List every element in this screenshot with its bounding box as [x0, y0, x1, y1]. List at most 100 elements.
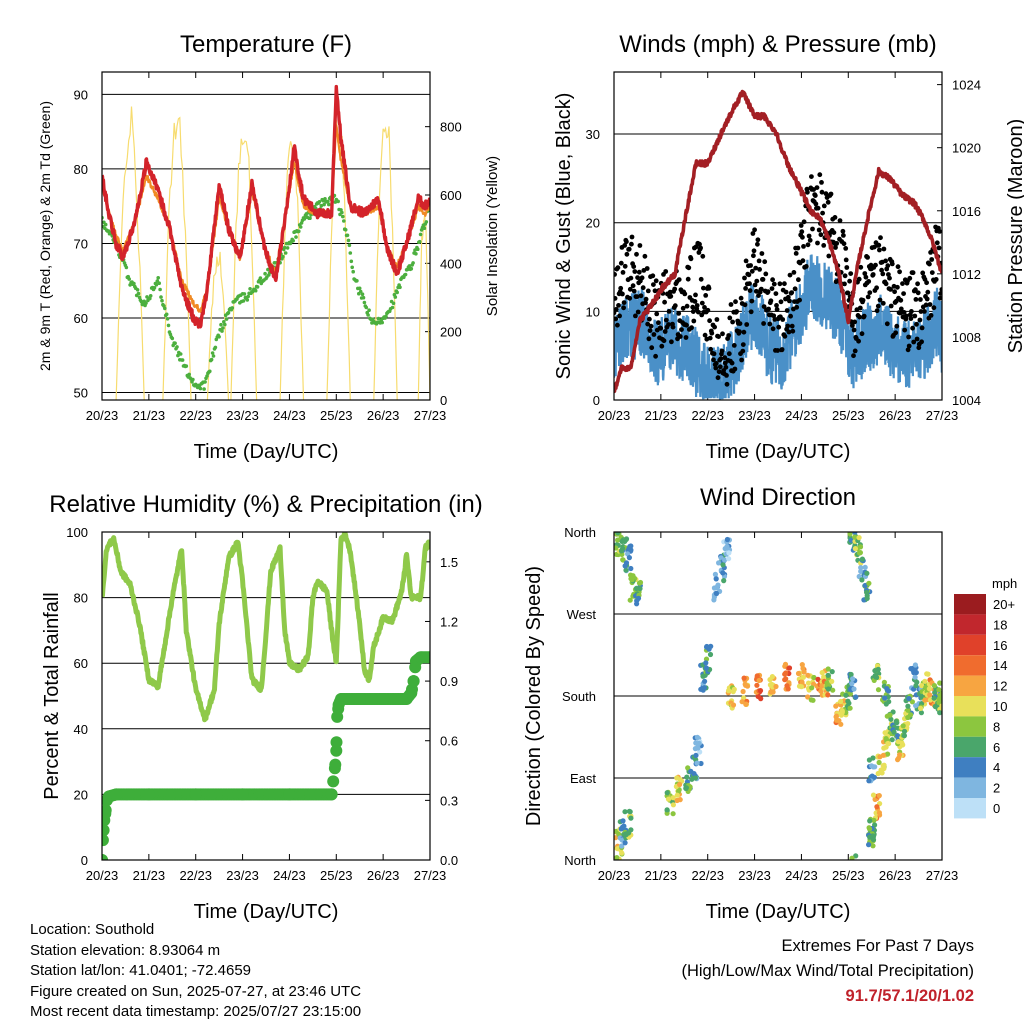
wind-direction-point — [615, 537, 621, 543]
gust-point — [646, 336, 652, 342]
extremes-values: 91.7/57.1/20/1.02 — [845, 987, 974, 1005]
x-tick-label: 23/23 — [226, 868, 259, 883]
gust-point — [748, 263, 753, 268]
y-tick-label: North — [564, 525, 596, 540]
gust-point — [771, 281, 777, 287]
wind-direction-point — [847, 705, 853, 711]
gust-point — [806, 233, 812, 239]
created-text: Figure created on Sun, 2025-07-27, at 23… — [30, 982, 362, 1000]
gust-point — [714, 317, 720, 322]
colorbar-label: 0 — [993, 801, 1000, 816]
wind-direction-point — [726, 688, 732, 694]
gust-point — [630, 283, 636, 289]
x-tick-label: 20/23 — [86, 408, 119, 423]
x-tick-label: 27/23 — [414, 868, 447, 883]
gust-point — [643, 296, 649, 302]
wind-direction-point — [901, 733, 908, 739]
wind-direction-point — [864, 589, 870, 596]
gust-point — [774, 303, 779, 308]
dewpoint-point — [340, 210, 344, 215]
gust-point — [809, 174, 814, 180]
dewpoint-point — [357, 286, 362, 291]
wind-direction-point — [852, 546, 859, 552]
gust-point — [740, 342, 746, 347]
wind-direction-point — [665, 796, 672, 802]
wind-direction-point — [883, 701, 889, 707]
colorbar-swatch — [954, 716, 986, 737]
gust-point — [699, 300, 705, 306]
wind-direction-point — [932, 690, 938, 696]
gust-point — [816, 227, 822, 233]
wind-direction-point — [799, 679, 805, 685]
gust-point — [661, 338, 667, 344]
gust-point — [795, 245, 801, 251]
gust-point — [647, 328, 653, 333]
gust-point — [636, 269, 642, 275]
dewpoint-point — [154, 283, 159, 287]
wind-direction-point — [849, 681, 855, 687]
gust-point — [732, 366, 738, 372]
wind-direction-point — [700, 673, 706, 679]
wind-direction-point — [703, 665, 710, 671]
wind-direction-point — [626, 546, 632, 552]
precip-point — [102, 854, 108, 860]
gust-point — [669, 339, 674, 345]
gust-point — [620, 270, 626, 275]
gust-point — [919, 339, 924, 345]
y2-tick-label: 600 — [440, 188, 462, 203]
wind-direction-point — [845, 698, 851, 704]
gust-point — [742, 275, 747, 281]
y2-tick-label: 0.9 — [440, 674, 458, 689]
wind-direction-point — [885, 751, 891, 757]
gust-point — [865, 255, 870, 260]
colorbar-swatch — [954, 736, 986, 758]
x-tick-label: 25/23 — [832, 408, 865, 423]
wind-direction-point — [810, 697, 816, 703]
gust-point — [694, 303, 700, 308]
x-tick-label: 25/23 — [832, 868, 865, 883]
gust-point — [762, 259, 768, 265]
gust-point — [889, 261, 895, 267]
x-tick-label: 26/23 — [367, 868, 400, 883]
wind-direction-point — [872, 764, 878, 770]
gust-point — [901, 310, 907, 315]
x-tick-label: 21/23 — [645, 408, 678, 423]
gust-point — [697, 241, 702, 247]
gust-point — [880, 300, 886, 306]
gust-point — [866, 279, 872, 284]
precip-point — [405, 687, 418, 699]
gust-point — [924, 296, 930, 302]
wind-direction-point — [937, 710, 942, 716]
wind-direction-point — [694, 760, 700, 766]
gust-point — [812, 193, 818, 199]
dewpoint-point — [205, 374, 209, 378]
gust-point — [785, 323, 791, 329]
gust-point — [798, 223, 804, 228]
wind-direction-point — [833, 713, 840, 719]
dewpoint-point — [347, 243, 352, 248]
gust-point — [724, 381, 730, 387]
chart-title: Wind Direction — [700, 484, 856, 511]
gust-point — [715, 375, 721, 381]
wind-direction-point — [881, 679, 888, 685]
gust-point — [666, 309, 672, 314]
gust-point — [749, 298, 755, 304]
y-tick-label: 10 — [586, 304, 600, 319]
colorbar-swatch — [954, 757, 986, 778]
gust-point — [688, 256, 694, 262]
wind-direction-point — [937, 692, 942, 698]
wind-direction-point — [913, 669, 919, 676]
extremes-subtitle: (High/Low/Max Wind/Total Precipitation) — [681, 962, 974, 980]
dewpoint-point — [211, 354, 216, 358]
dewpoint-point — [210, 351, 215, 355]
gust-point — [744, 322, 750, 327]
plot-border — [613, 71, 943, 401]
gust-point — [888, 303, 894, 309]
chart-title: Relative Humidity (%) & Precipitation (i… — [49, 491, 482, 518]
dewpoint-point — [103, 222, 108, 227]
dewpoint-point — [366, 313, 370, 317]
gust-point — [906, 343, 912, 349]
dewpoint-point — [367, 308, 371, 313]
gust-point — [615, 322, 620, 328]
gust-point — [741, 329, 747, 335]
